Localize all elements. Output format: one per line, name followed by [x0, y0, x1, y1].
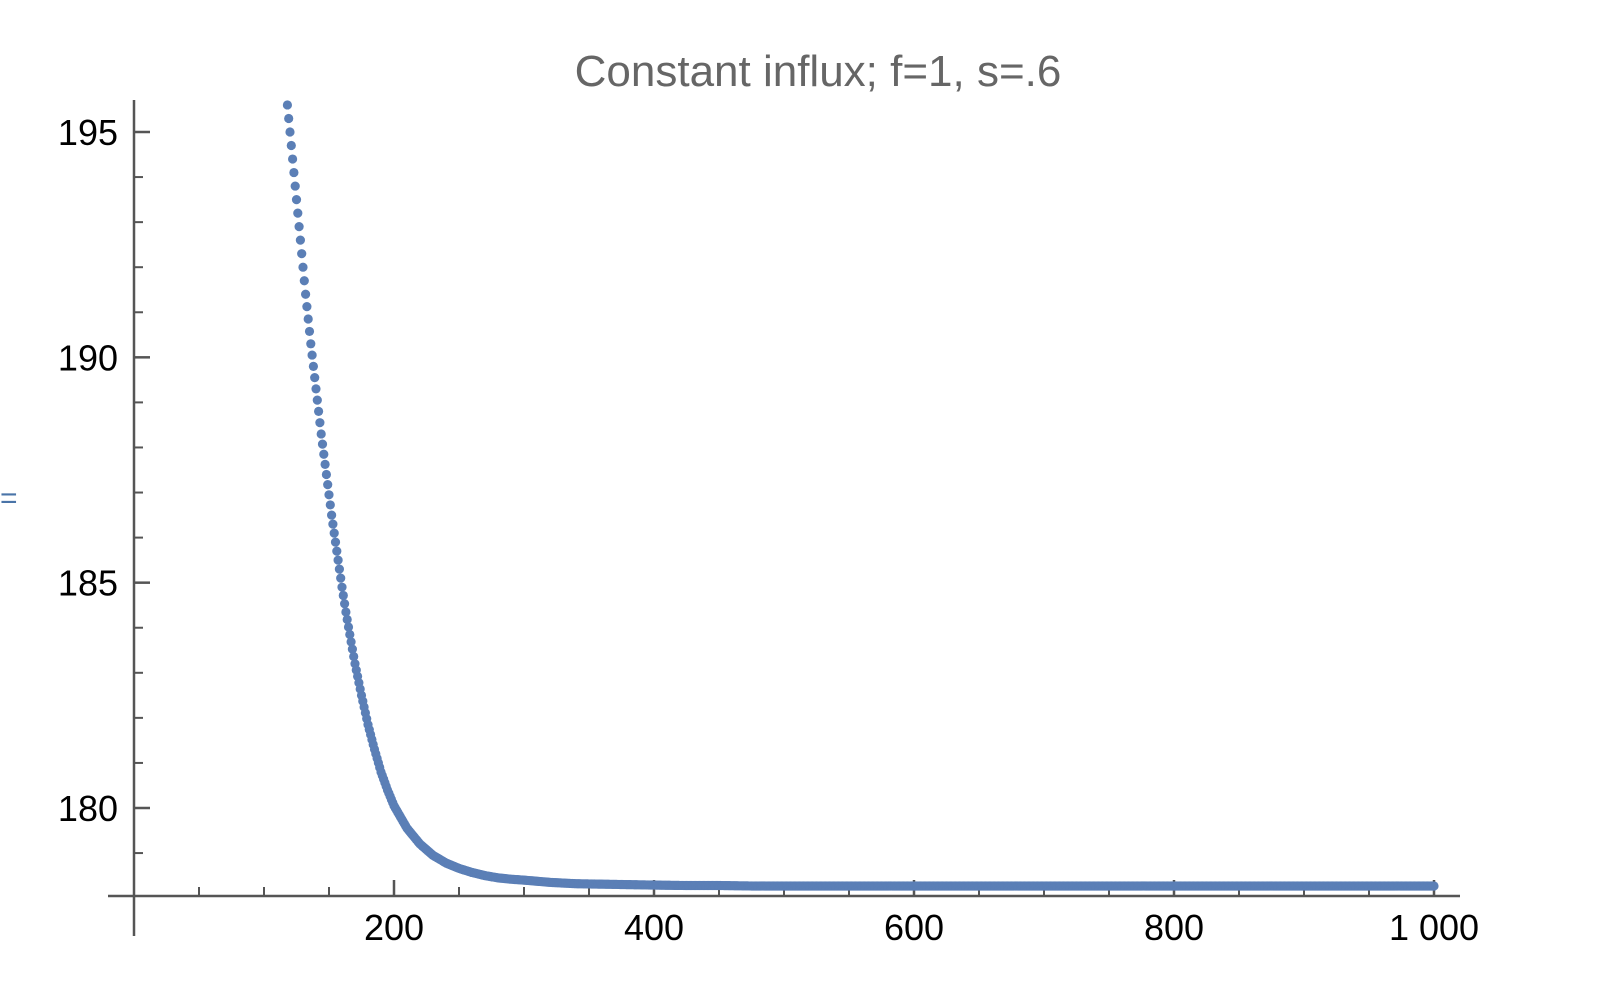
data-point — [341, 607, 351, 617]
x-tick-label: 1 000 — [1389, 907, 1479, 948]
data-point — [337, 582, 347, 592]
x-tick-label: 600 — [884, 907, 944, 948]
data-point — [297, 249, 307, 259]
data-point — [282, 100, 292, 110]
data-point — [338, 590, 348, 601]
data-point — [301, 289, 311, 299]
data-point — [314, 406, 324, 417]
data-point — [298, 262, 308, 272]
data-point — [349, 651, 359, 662]
data-point — [347, 644, 357, 654]
data-point — [328, 519, 338, 529]
data-point — [284, 113, 294, 124]
data-point — [334, 564, 344, 574]
x-tick-label: 400 — [624, 907, 684, 948]
data-point — [303, 314, 313, 324]
data-point — [290, 181, 300, 191]
data-point — [289, 167, 299, 178]
x-tick-label: 800 — [1144, 907, 1204, 948]
data-point — [306, 339, 316, 349]
data-point — [316, 429, 326, 439]
data-point — [286, 140, 296, 151]
data-point — [333, 555, 343, 565]
data-points — [282, 100, 1439, 891]
y-tick-label: 180 — [58, 788, 118, 829]
data-point — [315, 418, 325, 428]
data-point — [312, 395, 322, 405]
data-point — [332, 546, 342, 556]
data-point — [308, 361, 318, 371]
data-point — [342, 614, 352, 625]
data-point — [294, 222, 304, 232]
data-point — [299, 276, 309, 286]
data-point — [325, 500, 335, 510]
x-tick-label: 200 — [364, 907, 424, 948]
data-point — [329, 528, 339, 538]
data-point — [307, 350, 317, 360]
chart-title: Constant influx; f=1, s=.6 — [575, 47, 1062, 96]
data-point — [319, 449, 329, 459]
y-tick-label: 195 — [58, 112, 118, 153]
data-point — [321, 469, 331, 480]
y-tick-label: 185 — [58, 563, 118, 604]
data-point — [343, 622, 354, 632]
data-point — [310, 373, 320, 383]
data-point — [285, 127, 295, 137]
data-point — [317, 439, 328, 449]
data-point — [291, 195, 302, 205]
data-point — [311, 384, 321, 394]
data-point — [340, 599, 350, 609]
data-point — [304, 326, 315, 337]
data-point — [288, 154, 298, 164]
axes: 200 400 600 800 1 000 180 185 190 195 — [58, 100, 1479, 948]
data-point — [293, 208, 303, 218]
data-point — [330, 537, 341, 547]
data-point — [345, 629, 355, 640]
data-point — [320, 459, 330, 469]
data-point — [302, 302, 312, 312]
data-point — [346, 637, 356, 647]
data-point — [324, 490, 334, 500]
data-point — [1429, 881, 1439, 891]
y-tick-label: 190 — [58, 337, 118, 378]
data-point — [323, 480, 333, 490]
data-point — [295, 235, 305, 245]
data-point — [336, 573, 346, 583]
side-marker-text: = — [0, 482, 18, 515]
data-point — [327, 510, 337, 520]
